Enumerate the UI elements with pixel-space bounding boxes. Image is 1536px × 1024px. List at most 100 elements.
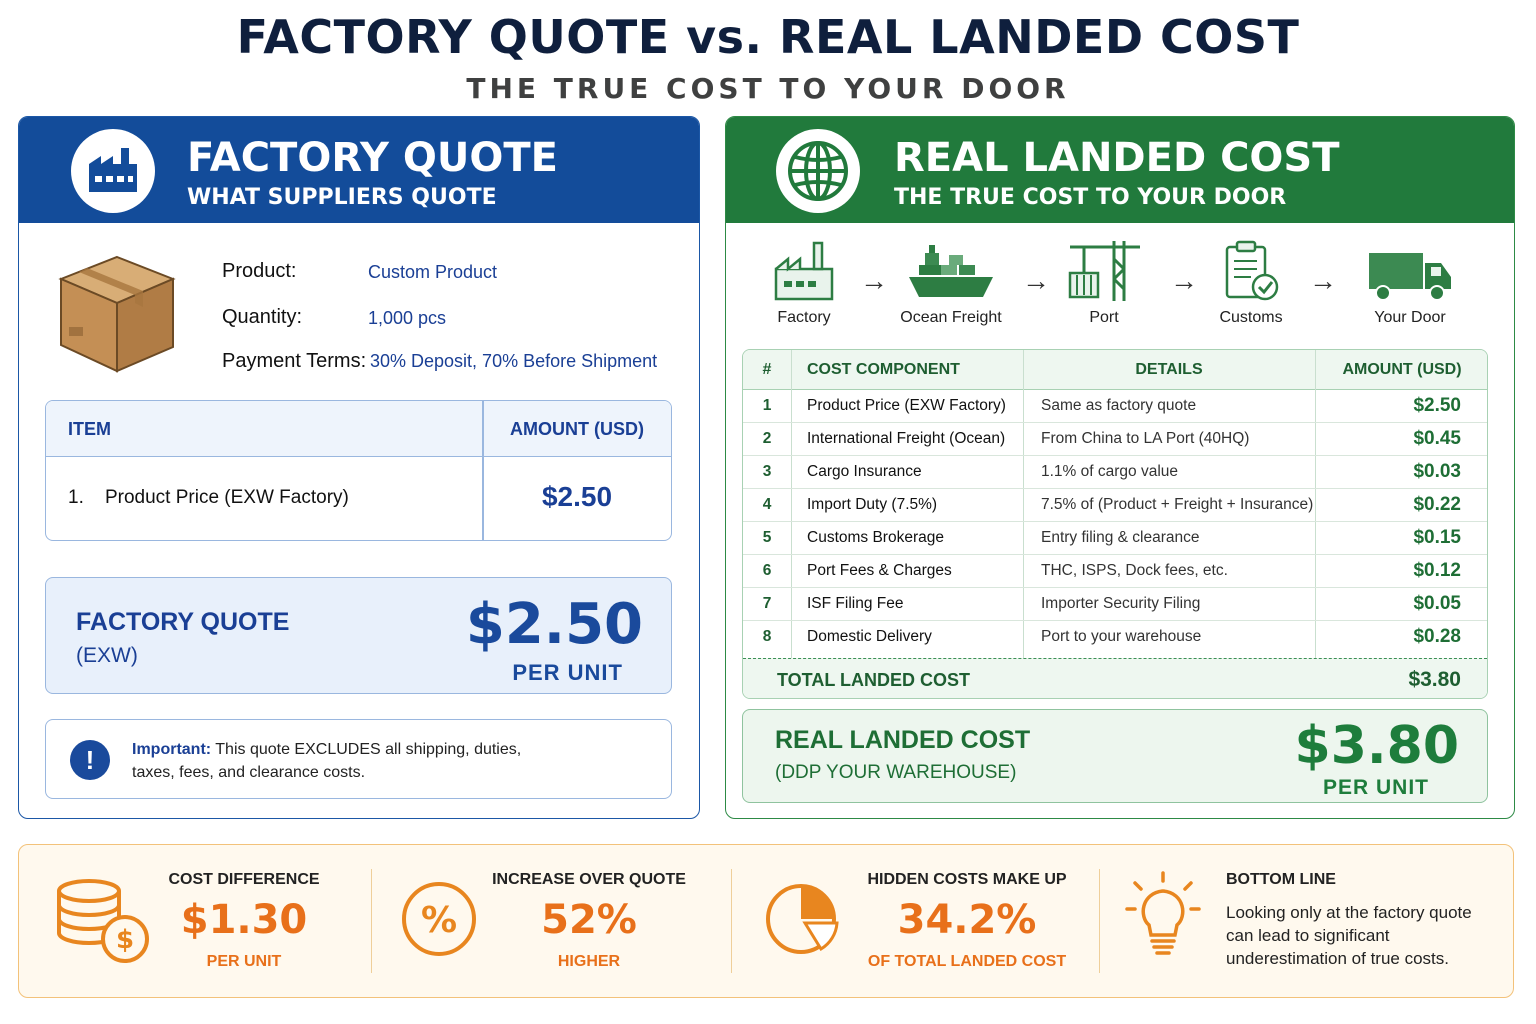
row-component: Port Fees & Charges	[807, 562, 952, 579]
summary-amount: $2.50	[465, 592, 643, 657]
row-number: 1	[762, 397, 772, 414]
column-header-amount: AMOUNT (USD)	[1342, 361, 1462, 378]
flow-step-port: Port	[1044, 239, 1164, 327]
svg-text:%: %	[421, 900, 457, 941]
table-row-amount: $2.50	[541, 481, 613, 512]
stat-value: 52%	[541, 897, 637, 943]
page-subtitle: THE TRUE COST TO YOUR DOOR	[466, 72, 1070, 105]
column-header-amount: AMOUNT (USD)	[510, 419, 644, 439]
factory-icon	[71, 129, 155, 213]
column-divider	[791, 350, 792, 658]
percent-icon: %	[399, 879, 479, 964]
divider	[731, 869, 732, 973]
crane-icon	[1068, 241, 1140, 301]
row-details: Port to your warehouse	[1041, 628, 1202, 645]
landed-cost-subheading: THE TRUE COST TO YOUR DOOR	[894, 185, 1287, 210]
row-details: 7.5% of (Product + Freight + Insurance)	[1041, 496, 1314, 513]
table-row: 5 Customs Brokerage Entry filing & clear…	[743, 522, 1487, 555]
table-row-item: 1. Product Price (EXW Factory)	[68, 487, 349, 508]
flow-label-port: Port	[1089, 309, 1119, 326]
quantity-value: 1,000 pcs	[368, 308, 447, 328]
stat-heading: COST DIFFERENCE	[168, 871, 320, 888]
stat-sub: HIGHER	[557, 953, 621, 970]
row-details: From China to LA Port (40HQ)	[1041, 430, 1250, 447]
row-details: Same as factory quote	[1041, 397, 1197, 414]
exclamation-icon: !	[70, 740, 110, 780]
flow-step-factory: Factory	[744, 239, 864, 327]
table-row: 8 Domestic Delivery Port to your warehou…	[743, 621, 1487, 654]
pie-chart-icon	[763, 879, 843, 964]
row-number: 3	[762, 463, 772, 480]
row-component: International Freight (Ocean)	[807, 430, 1006, 447]
stat-sub: PER UNIT	[206, 953, 282, 970]
row-amount: $0.22	[1413, 494, 1461, 515]
row-number: 7	[762, 595, 772, 612]
row-component: Product Price (EXW Factory)	[807, 397, 1006, 414]
divider	[371, 869, 372, 973]
divider	[1099, 869, 1100, 973]
payment-terms-label: Payment Terms:	[222, 350, 367, 372]
row-number: 8	[762, 628, 772, 645]
factory-quote-table: ITEM AMOUNT (USD) 1. Product Price (EXW …	[45, 400, 672, 541]
stat-heading: BOTTOM LINE	[1226, 871, 1336, 888]
row-details: Entry filing & clearance	[1041, 529, 1200, 546]
column-divider	[482, 401, 484, 540]
summary-per-unit: PER UNIT	[1322, 776, 1429, 799]
quantity-label: Quantity:	[222, 306, 303, 328]
row-details: THC, ISPS, Dock fees, etc.	[1041, 562, 1228, 579]
table-row: 1 Product Price (EXW Factory) Same as fa…	[743, 390, 1487, 423]
note-body: This quote EXCLUDES all shipping, duties…	[132, 741, 522, 781]
factory-quote-summary: FACTORY QUOTE (EXW) $2.50 PER UNIT	[45, 577, 672, 694]
important-note: ! Important: This quote EXCLUDES all shi…	[45, 719, 672, 799]
row-number: 4	[762, 496, 772, 513]
truck-icon	[1369, 253, 1451, 301]
row-component: ISF Filing Fee	[807, 595, 904, 612]
factory-quote-subheading: WHAT SUPPLIERS QUOTE	[187, 185, 497, 210]
page-title: FACTORY QUOTE vs. REAL LANDED COST	[236, 10, 1300, 64]
column-header-details: DETAILS	[1135, 361, 1203, 378]
row-amount: $0.03	[1413, 461, 1461, 482]
row-details: 1.1% of cargo value	[1041, 463, 1179, 480]
summary-label: REAL LANDED COST	[775, 726, 1031, 754]
note-bold: Important:	[132, 741, 212, 758]
flow-label-customs: Customs	[1219, 309, 1283, 326]
column-divider	[1315, 350, 1316, 658]
row-number: 5	[762, 529, 772, 546]
total-value: $3.80	[1408, 668, 1461, 691]
summary-stats-strip: $ COST DIFFERENCE $1.30 PER UNIT % INCRE…	[18, 844, 1514, 998]
row-amount: $0.15	[1413, 527, 1461, 548]
stat-value: $1.30	[180, 897, 308, 943]
lightbulb-icon	[1125, 871, 1201, 966]
landed-cost-table: # COST COMPONENT DETAILS AMOUNT (USD) 1 …	[742, 349, 1488, 699]
row-amount: $2.50	[1413, 395, 1461, 416]
column-header-num: #	[762, 361, 772, 378]
bottom-line-text: Looking only at the factory quote can le…	[1226, 903, 1472, 968]
flow-label-ocean-freight: Ocean Freight	[900, 309, 1002, 326]
row-amount: $0.45	[1413, 428, 1461, 449]
row-component: Domestic Delivery	[807, 628, 932, 645]
table-row: 6 Port Fees & Charges THC, ISPS, Dock fe…	[743, 555, 1487, 588]
row-component: Cargo Insurance	[807, 463, 922, 480]
ship-icon	[909, 245, 993, 297]
summary-label: FACTORY QUOTE	[76, 608, 290, 636]
summary-amount: $3.80	[1294, 716, 1459, 776]
table-row: 3 Cargo Insurance 1.1% of cargo value $0…	[743, 456, 1487, 489]
product-value: Custom Product	[368, 262, 498, 282]
table-header	[743, 350, 1487, 390]
flow-step-ocean-freight: Ocean Freight	[891, 239, 1011, 327]
landed-cost-heading: REAL LANDED COST	[894, 135, 1340, 181]
column-divider	[1023, 350, 1024, 658]
table-row: 2 International Freight (Ocean) From Chi…	[743, 423, 1487, 456]
total-label: TOTAL LANDED COST	[777, 670, 970, 690]
table-row: 7 ISF Filing Fee Importer Security Filin…	[743, 588, 1487, 621]
arrow-right-icon: →	[1309, 265, 1337, 296]
svg-text:$: $	[116, 925, 134, 955]
landed-cost-header: REAL LANDED COST THE TRUE COST TO YOUR D…	[726, 117, 1514, 223]
row-amount: $0.28	[1413, 626, 1461, 647]
globe-icon	[776, 129, 860, 213]
column-header-component: COST COMPONENT	[807, 361, 960, 378]
summary-sublabel: (DDP YOUR WAREHOUSE)	[775, 762, 1017, 783]
total-landed-cost-row: TOTAL LANDED COST $3.80	[743, 658, 1487, 698]
product-label: Product:	[222, 260, 297, 282]
summary-per-unit: PER UNIT	[512, 660, 623, 685]
